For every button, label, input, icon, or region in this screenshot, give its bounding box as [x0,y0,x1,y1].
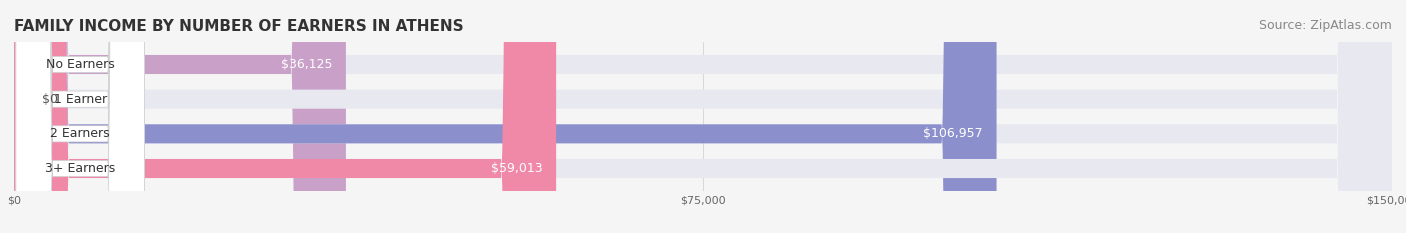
Text: $36,125: $36,125 [281,58,332,71]
Text: 3+ Earners: 3+ Earners [45,162,115,175]
FancyBboxPatch shape [14,0,997,233]
Text: Source: ZipAtlas.com: Source: ZipAtlas.com [1258,19,1392,32]
Text: 1 Earner: 1 Earner [53,93,107,106]
FancyBboxPatch shape [15,0,145,233]
FancyBboxPatch shape [14,0,557,233]
FancyBboxPatch shape [15,0,145,233]
FancyBboxPatch shape [14,0,346,233]
FancyBboxPatch shape [14,0,1392,233]
Text: FAMILY INCOME BY NUMBER OF EARNERS IN ATHENS: FAMILY INCOME BY NUMBER OF EARNERS IN AT… [14,19,464,34]
FancyBboxPatch shape [15,0,145,233]
Text: 2 Earners: 2 Earners [51,127,110,140]
FancyBboxPatch shape [14,0,1392,233]
FancyBboxPatch shape [14,0,1392,233]
Text: $106,957: $106,957 [924,127,983,140]
Text: No Earners: No Earners [46,58,114,71]
FancyBboxPatch shape [15,0,145,233]
Text: $59,013: $59,013 [491,162,543,175]
FancyBboxPatch shape [14,0,1392,233]
Text: $0: $0 [42,93,58,106]
